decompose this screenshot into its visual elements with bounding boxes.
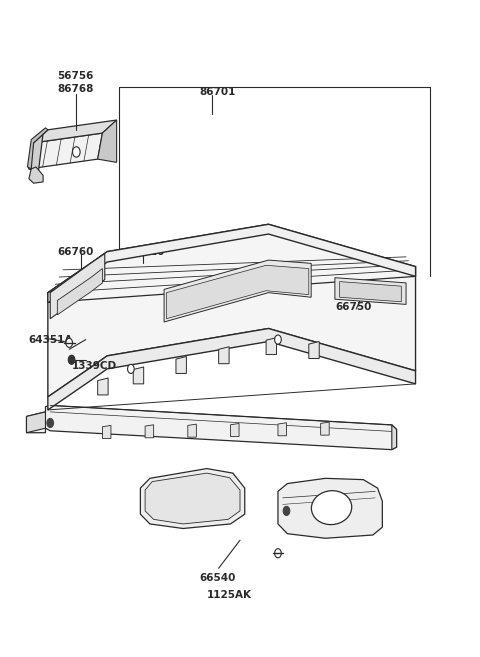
Text: 66720: 66720 (129, 247, 165, 257)
Text: 1339CD: 1339CD (72, 361, 117, 371)
Circle shape (68, 355, 75, 365)
Polygon shape (29, 130, 48, 172)
Polygon shape (340, 282, 401, 302)
Polygon shape (278, 422, 287, 436)
Polygon shape (230, 424, 239, 436)
Polygon shape (48, 224, 416, 397)
Polygon shape (140, 468, 245, 528)
Polygon shape (321, 422, 329, 435)
Polygon shape (48, 274, 91, 302)
Circle shape (283, 507, 290, 516)
Polygon shape (50, 254, 105, 319)
Circle shape (275, 335, 281, 344)
Polygon shape (164, 260, 311, 322)
Polygon shape (309, 342, 319, 359)
Text: 64351A: 64351A (29, 335, 73, 345)
Text: 66750: 66750 (335, 302, 371, 313)
Polygon shape (97, 378, 108, 395)
Polygon shape (176, 357, 186, 373)
Polygon shape (219, 347, 229, 364)
Polygon shape (29, 167, 43, 183)
Polygon shape (145, 425, 154, 438)
Text: 86701: 86701 (200, 87, 236, 97)
Polygon shape (278, 478, 383, 538)
Polygon shape (57, 269, 102, 315)
Polygon shape (26, 405, 396, 449)
Ellipse shape (312, 491, 352, 524)
Circle shape (72, 147, 80, 157)
Text: 1125AK: 1125AK (207, 591, 252, 600)
Text: 56756
86768: 56756 86768 (57, 71, 94, 93)
Polygon shape (27, 128, 48, 169)
Circle shape (275, 549, 281, 558)
Polygon shape (34, 120, 117, 143)
Circle shape (47, 419, 54, 428)
Circle shape (66, 338, 72, 348)
Polygon shape (26, 412, 46, 433)
Circle shape (128, 365, 134, 373)
Text: 66540: 66540 (200, 573, 236, 583)
Polygon shape (392, 425, 396, 449)
Polygon shape (97, 120, 117, 162)
Polygon shape (29, 133, 102, 169)
Polygon shape (133, 367, 144, 384)
Polygon shape (102, 426, 111, 438)
Polygon shape (188, 424, 196, 437)
Polygon shape (145, 473, 240, 524)
Polygon shape (266, 338, 276, 355)
Polygon shape (48, 328, 416, 410)
Polygon shape (48, 224, 416, 302)
Polygon shape (167, 265, 309, 319)
Text: 66760: 66760 (57, 247, 94, 257)
Polygon shape (335, 278, 406, 304)
